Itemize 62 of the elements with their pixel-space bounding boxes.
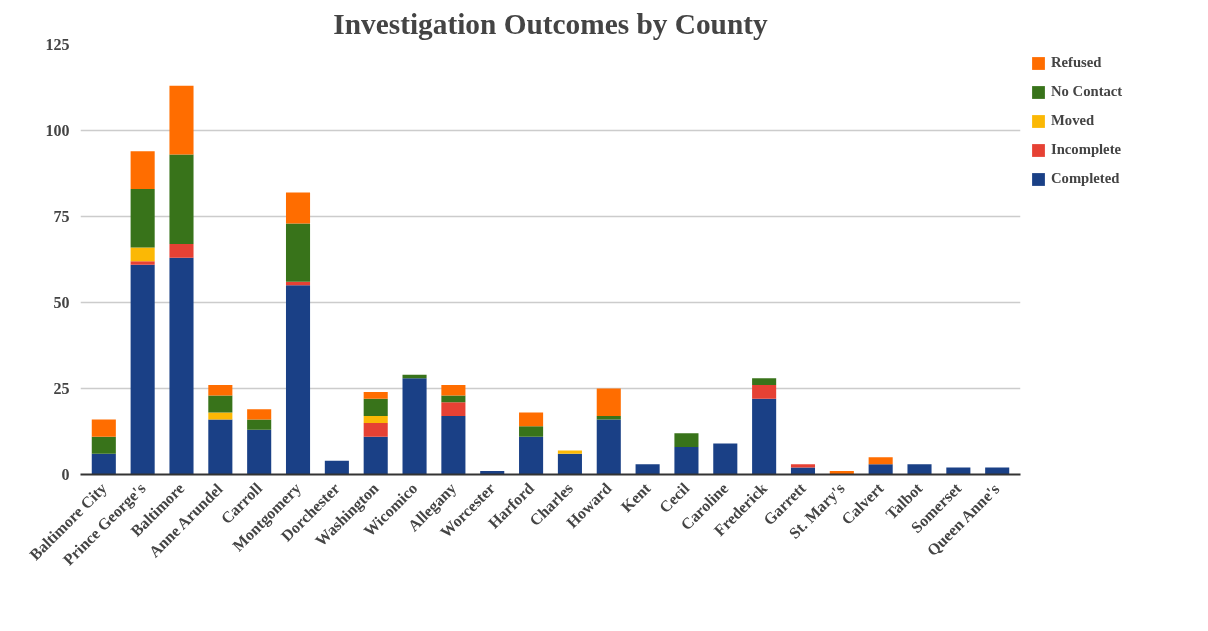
bar [519, 412, 544, 427]
y-tick-label: 75 [53, 208, 70, 225]
bar [130, 261, 155, 265]
bar [91, 436, 116, 454]
legend-label: Moved [1051, 112, 1095, 129]
legend-label: Completed [1051, 170, 1120, 187]
bar [363, 422, 388, 437]
bar [752, 385, 777, 399]
bar [324, 460, 349, 475]
legend-label: Refused [1051, 54, 1102, 71]
bar [363, 398, 388, 417]
bar [635, 464, 660, 475]
bar [247, 419, 272, 430]
bar [91, 453, 116, 475]
bar [519, 426, 544, 437]
y-tick-label: 50 [53, 294, 70, 311]
bar [907, 464, 932, 475]
bar [752, 378, 777, 386]
bar [247, 429, 272, 475]
bar [208, 395, 233, 413]
bar [790, 464, 816, 468]
legend-label: Incomplete [1051, 141, 1122, 158]
bar [130, 188, 155, 248]
bar [130, 264, 155, 475]
bar [91, 419, 116, 437]
legend-label: No Contact [1051, 83, 1123, 100]
y-tick-label: 125 [45, 36, 70, 53]
bar [441, 402, 466, 417]
bar [441, 416, 466, 475]
bar [130, 151, 155, 189]
bar [402, 378, 427, 475]
bar [169, 244, 194, 258]
bar [169, 85, 194, 155]
bar [363, 416, 388, 423]
bar [285, 192, 311, 224]
bar [519, 436, 544, 475]
y-tick-label: 0 [61, 466, 70, 483]
bar [674, 433, 699, 447]
bar [674, 446, 699, 475]
bar [441, 395, 466, 403]
bar [596, 388, 621, 417]
bar [130, 247, 155, 262]
bar [169, 154, 194, 245]
bar [363, 391, 388, 399]
bar [169, 257, 194, 475]
bar [868, 464, 893, 475]
y-tick-label: 100 [45, 122, 70, 139]
bar [208, 385, 233, 396]
bar [596, 419, 621, 475]
y-tick-label: 25 [53, 380, 70, 397]
chart-title: Investigation Outcomes by County [333, 7, 768, 40]
bar [285, 223, 311, 282]
bar [557, 453, 582, 475]
bar [208, 419, 233, 475]
bar [752, 398, 777, 475]
bar [868, 457, 893, 465]
bar [441, 385, 466, 396]
bar [363, 436, 388, 475]
bar [557, 450, 582, 454]
bar [285, 285, 311, 475]
bar [713, 443, 738, 475]
bar [247, 409, 272, 420]
